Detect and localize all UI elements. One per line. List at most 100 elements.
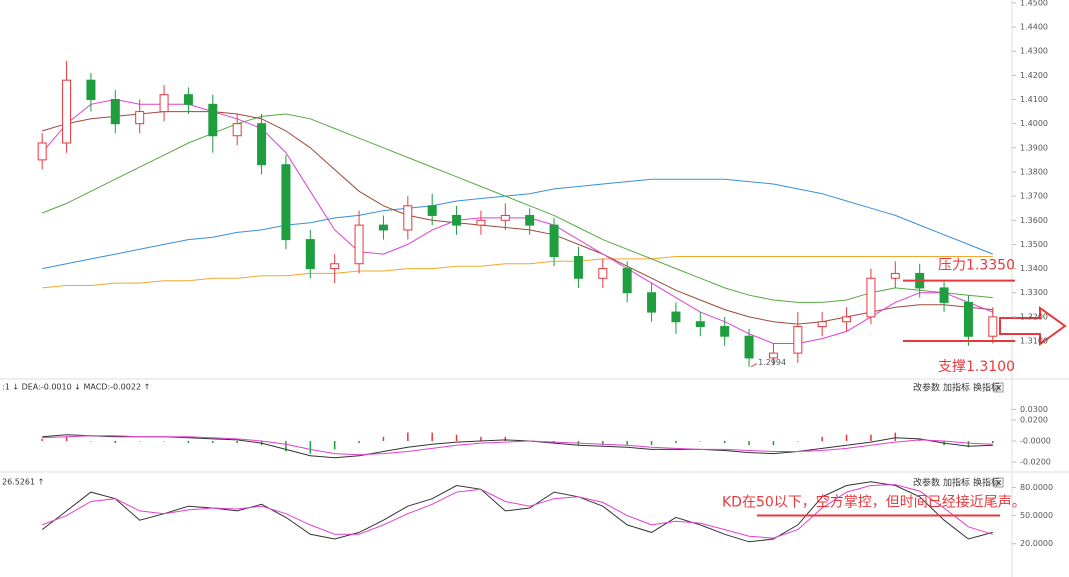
macd-bar [480, 436, 482, 441]
y-tick-label: 1.4400 [1020, 23, 1048, 32]
y-tick-label: 1.3500 [1020, 240, 1048, 249]
candle-body [988, 316, 998, 337]
y-tick-label: 1.4300 [1020, 47, 1048, 56]
candle-body [135, 111, 145, 125]
macd-bar [772, 441, 775, 446]
y-tick-label: 80.0000 [1020, 483, 1053, 492]
candle-body [793, 326, 803, 354]
button[interactable]: 改参数 [913, 477, 940, 489]
button[interactable]: × [995, 384, 1003, 394]
button[interactable]: 加指标 [943, 382, 970, 394]
candle-body [281, 164, 291, 241]
candle-body [500, 214, 510, 221]
candle-body [720, 326, 730, 337]
macd-bar [748, 441, 750, 446]
low-label: 1.2994 [758, 358, 786, 367]
candle-body [208, 103, 218, 137]
candle-body [744, 335, 754, 359]
y-tick-label: -0.0000 [1020, 437, 1051, 446]
y-tick-label: 50.0000 [1020, 511, 1053, 520]
macd-bar [309, 441, 312, 454]
close-box [993, 477, 1004, 488]
button[interactable]: 换指标 [973, 477, 1000, 489]
macd-bar [407, 432, 409, 441]
macd-bar [163, 441, 165, 442]
indicator-header: :1 ↓ DEA:-0.0010 ↓ MACD:-0.0022 ↑ [2, 383, 150, 392]
y-tick-label: 1.3200 [1020, 312, 1048, 321]
macd-bar [504, 436, 507, 441]
level-label: 支撑1.3100 [938, 359, 1015, 375]
macd-bar [797, 441, 799, 442]
macd-bar [626, 441, 628, 446]
candle-body [525, 214, 535, 226]
candle-body [257, 123, 267, 166]
arrow [999, 306, 1067, 346]
candle-body [768, 352, 778, 359]
macd-bar [138, 441, 141, 442]
candle-body [37, 142, 47, 161]
macd-bar [845, 434, 848, 441]
y-tick-label: 1.3700 [1020, 192, 1048, 201]
button[interactable]: 改参数 [913, 382, 940, 394]
macd-bar [333, 441, 336, 450]
macd-bar [723, 441, 726, 444]
line [41, 98, 993, 344]
candle-body [671, 311, 681, 323]
macd-bar [455, 434, 458, 441]
candle-body [939, 287, 949, 303]
y-tick-label: 1.3400 [1020, 264, 1048, 273]
level-label: 压力1.3350 [938, 258, 1015, 274]
candle-body [866, 277, 876, 318]
macd-bar [870, 434, 872, 441]
candle-body [232, 123, 242, 137]
macd-bar [382, 436, 385, 441]
candle-body [86, 79, 96, 101]
macd-bar [358, 441, 360, 444]
close-box [993, 382, 1004, 393]
y-tick-label: 20.0000 [1020, 539, 1053, 548]
line [42, 435, 993, 456]
y-tick-label: 1.3300 [1020, 288, 1048, 297]
candle-body [378, 224, 388, 231]
candle-body [330, 263, 340, 270]
button[interactable]: × [995, 479, 1003, 489]
candle-body [62, 79, 72, 144]
macd-bar [431, 432, 433, 441]
candle-body [403, 205, 413, 231]
line [42, 484, 993, 539]
indicator-header: 26.5261 ↑ [2, 478, 44, 487]
low-pointer [750, 363, 758, 368]
candle-body [622, 268, 632, 294]
y-tick-label: 0.0200 [1020, 415, 1048, 424]
candle-body [598, 268, 608, 279]
macd-bar [699, 441, 702, 442]
macd-bar [675, 441, 677, 444]
line [41, 481, 993, 543]
candle-body [452, 214, 462, 226]
y-tick-label: -0.0200 [1020, 458, 1051, 467]
candle-body [549, 224, 559, 258]
line [42, 434, 993, 459]
annotation: KD在50以下，空方掌控，但时间已经接近尾声。 [722, 494, 1026, 511]
line [42, 111, 993, 325]
candle-body [305, 239, 315, 270]
button[interactable]: 换指标 [973, 382, 1000, 394]
candle-body [695, 321, 705, 328]
line [42, 178, 993, 270]
candle-body [842, 316, 852, 323]
candle-body [890, 272, 900, 279]
y-tick-label: 1.4200 [1020, 71, 1048, 80]
candle-body [817, 321, 827, 328]
macd-bar [650, 441, 653, 446]
macd-bar [894, 432, 897, 441]
button[interactable]: 加指标 [943, 477, 970, 489]
macd-bar [90, 441, 92, 442]
macd-bar [967, 441, 970, 448]
candle-body [573, 256, 583, 279]
y-tick-label: 1.3900 [1020, 143, 1048, 152]
candle-body [963, 301, 973, 337]
candle-body [647, 292, 657, 313]
macd-bar [187, 441, 190, 444]
